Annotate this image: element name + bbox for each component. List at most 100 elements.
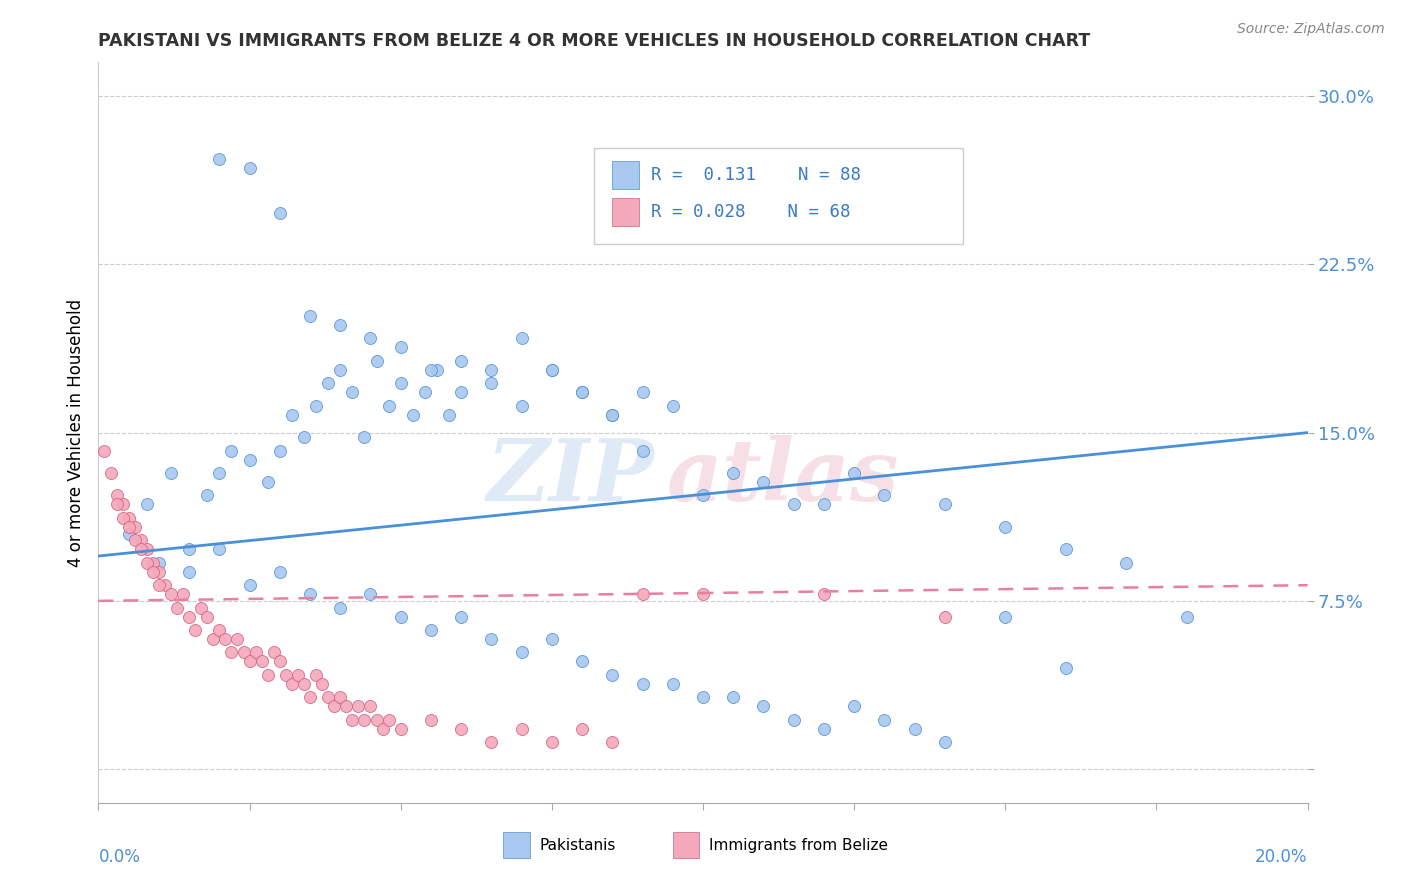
Point: [934, 735, 956, 749]
Point: [602, 408, 624, 422]
Point: [377, 399, 399, 413]
FancyBboxPatch shape: [672, 832, 699, 858]
Point: [347, 699, 370, 714]
Point: [481, 363, 503, 377]
Point: [420, 363, 443, 377]
Point: [129, 533, 152, 548]
Point: [389, 722, 412, 736]
Point: [239, 655, 262, 669]
Text: Source: ZipAtlas.com: Source: ZipAtlas.com: [1237, 22, 1385, 37]
Text: ZIP: ZIP: [486, 435, 655, 519]
Point: [329, 318, 352, 332]
Point: [311, 677, 333, 691]
Point: [510, 399, 533, 413]
Point: [329, 363, 352, 377]
Point: [239, 452, 262, 467]
Point: [366, 354, 388, 368]
Point: [316, 690, 339, 705]
Point: [202, 632, 225, 646]
Point: [844, 466, 866, 480]
Point: [783, 497, 806, 511]
Point: [692, 488, 714, 502]
Point: [450, 385, 472, 400]
Point: [413, 385, 436, 400]
Point: [172, 587, 194, 601]
Point: [1054, 661, 1077, 675]
Point: [281, 408, 304, 422]
Point: [160, 466, 183, 480]
Point: [450, 354, 472, 368]
Point: [274, 668, 297, 682]
Point: [813, 497, 835, 511]
Point: [329, 600, 352, 615]
Point: [105, 497, 128, 511]
Point: [292, 430, 315, 444]
Point: [994, 609, 1017, 624]
Point: [426, 363, 449, 377]
Point: [124, 533, 146, 548]
Point: [335, 699, 357, 714]
Point: [214, 632, 236, 646]
Point: [100, 466, 122, 480]
Point: [1054, 542, 1077, 557]
Point: [195, 488, 218, 502]
Point: [420, 623, 443, 637]
Point: [179, 609, 201, 624]
Point: [135, 542, 157, 557]
Point: [510, 722, 533, 736]
FancyBboxPatch shape: [613, 161, 638, 189]
Point: [540, 735, 562, 749]
Point: [256, 475, 278, 489]
Point: [934, 609, 956, 624]
Point: [602, 735, 624, 749]
Point: [510, 645, 533, 659]
Point: [184, 623, 207, 637]
Point: [250, 655, 273, 669]
Point: [481, 632, 503, 646]
Text: 0.0%: 0.0%: [98, 848, 141, 866]
FancyBboxPatch shape: [613, 198, 638, 226]
Point: [111, 511, 134, 525]
Point: [148, 565, 170, 579]
Point: [299, 690, 322, 705]
Point: [994, 520, 1017, 534]
Point: [305, 399, 328, 413]
Point: [221, 645, 243, 659]
Point: [142, 565, 165, 579]
Point: [111, 497, 134, 511]
Point: [873, 713, 896, 727]
Point: [723, 466, 745, 480]
Point: [481, 735, 503, 749]
Point: [752, 699, 775, 714]
Point: [371, 722, 394, 736]
Point: [873, 488, 896, 502]
Point: [208, 466, 231, 480]
Point: [1115, 556, 1137, 570]
Text: R =  0.131    N = 88: R = 0.131 N = 88: [651, 166, 860, 184]
Point: [602, 668, 624, 682]
Point: [299, 587, 322, 601]
Point: [813, 722, 835, 736]
Point: [153, 578, 176, 592]
Point: [353, 713, 375, 727]
Point: [360, 699, 382, 714]
Y-axis label: 4 or more Vehicles in Household: 4 or more Vehicles in Household: [66, 299, 84, 566]
Point: [135, 497, 157, 511]
Point: [844, 699, 866, 714]
Point: [195, 609, 218, 624]
Point: [661, 677, 683, 691]
Point: [269, 565, 291, 579]
Point: [402, 408, 425, 422]
Point: [450, 609, 472, 624]
Point: [631, 443, 654, 458]
Point: [377, 713, 399, 727]
Text: Immigrants from Belize: Immigrants from Belize: [709, 838, 889, 853]
Point: [118, 520, 141, 534]
Point: [281, 677, 304, 691]
Point: [389, 340, 412, 354]
Point: [342, 713, 364, 727]
FancyBboxPatch shape: [595, 147, 963, 244]
Point: [239, 161, 262, 175]
Point: [813, 587, 835, 601]
Point: [510, 331, 533, 345]
